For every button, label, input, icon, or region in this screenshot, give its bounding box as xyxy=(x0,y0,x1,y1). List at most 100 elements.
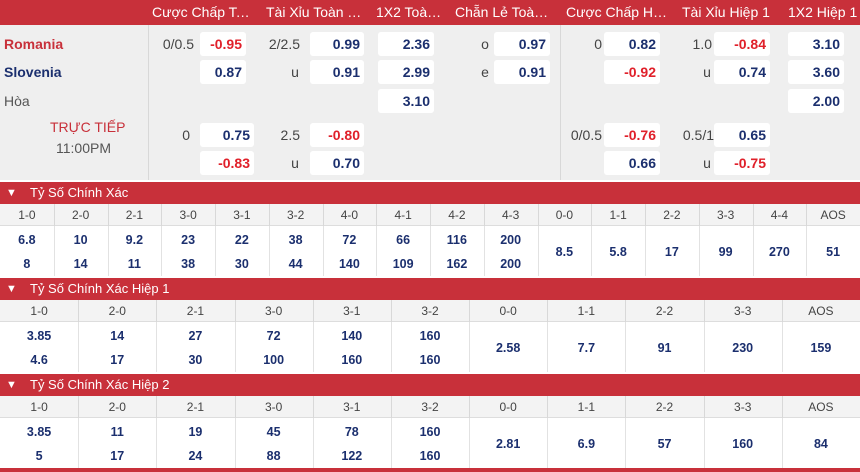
odd-button[interactable]: -0.92 xyxy=(604,60,660,84)
score-odd[interactable]: 2.58 xyxy=(495,341,521,355)
score-odd[interactable]: 160 xyxy=(732,437,754,451)
odd-button[interactable]: 0.75 xyxy=(200,123,254,147)
column-divider xyxy=(312,396,314,418)
score-odd[interactable]: 159 xyxy=(810,341,832,355)
section-header-correct-score-ht[interactable]: ▼ Tỷ Số Chính Xác Hiệp 1 xyxy=(0,278,860,300)
odd-button[interactable]: 2.99 xyxy=(378,60,434,84)
odd-button[interactable]: -0.80 xyxy=(310,123,364,147)
score-odd[interactable]: 44 xyxy=(288,257,303,271)
score-odd[interactable]: 200 xyxy=(500,257,522,271)
score-odd[interactable]: 230 xyxy=(732,341,754,355)
section-header-correct-score[interactable]: ▼ Tỷ Số Chính Xác xyxy=(0,182,860,204)
odd-button[interactable]: -0.75 xyxy=(714,151,770,175)
score-odd[interactable]: 160 xyxy=(419,353,441,367)
score-odd[interactable]: 27 xyxy=(188,329,203,343)
odd-button[interactable]: 0.91 xyxy=(310,60,364,84)
score-odd[interactable]: 88 xyxy=(266,449,281,463)
chevron-down-icon[interactable]: ▼ xyxy=(6,379,17,391)
score-odd[interactable]: 72 xyxy=(266,329,281,343)
odd-button[interactable]: -0.95 xyxy=(200,32,246,56)
score-odd[interactable]: 100 xyxy=(263,353,285,367)
score-odd[interactable]: 5 xyxy=(35,449,43,463)
score-odd[interactable]: 17 xyxy=(664,245,679,259)
odd-button[interactable]: 0.87 xyxy=(200,60,246,84)
score-odd[interactable]: 4.6 xyxy=(30,353,48,367)
score-odd[interactable]: 11 xyxy=(110,425,124,439)
odd-button[interactable]: 0.74 xyxy=(714,60,770,84)
column-divider xyxy=(469,418,471,468)
score-odd[interactable]: 160 xyxy=(419,425,441,439)
score-odd[interactable]: 66 xyxy=(396,233,411,247)
score-column-label: 3-2 xyxy=(286,208,305,222)
section-header-correct-score-2h[interactable]: ▼ Tỷ Số Chính Xác Hiệp 2 xyxy=(0,374,860,396)
odd-button[interactable]: 0.91 xyxy=(494,60,550,84)
score-odd[interactable]: 6.8 xyxy=(18,233,36,247)
score-odd[interactable]: 3.85 xyxy=(26,425,52,439)
odd-button[interactable]: 3.60 xyxy=(788,60,844,84)
odd-button[interactable]: 0.97 xyxy=(494,32,550,56)
score-odd[interactable]: 160 xyxy=(419,329,441,343)
score-odd[interactable]: 122 xyxy=(341,449,363,463)
score-odd[interactable]: 72 xyxy=(342,233,357,247)
score-odd[interactable]: 99 xyxy=(718,245,733,259)
score-odd[interactable]: 24 xyxy=(188,449,203,463)
score-odd[interactable]: 200 xyxy=(500,233,522,247)
odd-button[interactable]: 0.70 xyxy=(310,151,364,175)
score-odd[interactable]: 116 xyxy=(446,233,467,247)
odd-button[interactable]: 3.10 xyxy=(378,89,434,113)
score-odd[interactable]: 162 xyxy=(446,257,468,271)
score-column-label: 3-1 xyxy=(343,304,361,318)
score-odd[interactable]: 2.81 xyxy=(495,437,521,451)
score-odd[interactable]: 11 xyxy=(127,257,141,271)
score-odd[interactable]: 10 xyxy=(73,233,88,247)
score-odd[interactable]: 6.9 xyxy=(577,437,596,451)
odd-button[interactable]: 0.99 xyxy=(310,32,364,56)
odd-button[interactable]: 2.36 xyxy=(378,32,434,56)
score-odd[interactable]: 38 xyxy=(181,257,196,271)
score-odd[interactable]: 9.2 xyxy=(125,233,144,247)
score-odd[interactable]: 91 xyxy=(657,341,672,355)
score-odd[interactable]: 109 xyxy=(392,257,414,271)
score-odd[interactable]: 19 xyxy=(188,425,203,439)
score-odd[interactable]: 30 xyxy=(234,257,249,271)
score-odd[interactable]: 140 xyxy=(341,329,363,343)
score-odd[interactable]: 57 xyxy=(657,437,672,451)
col-header-ou-ht: Tài Xỉu Hiệp 1 xyxy=(682,4,770,20)
odd-button[interactable]: 0.66 xyxy=(604,151,660,175)
odd-button[interactable]: 0.82 xyxy=(604,32,660,56)
score-odd[interactable]: 160 xyxy=(341,353,363,367)
score-odd[interactable]: 51 xyxy=(826,245,841,259)
away-team[interactable]: Slovenia xyxy=(4,64,62,80)
score-odd[interactable]: 3.85 xyxy=(26,329,52,343)
odd-button[interactable]: -0.83 xyxy=(200,151,254,175)
score-odd[interactable]: 45 xyxy=(266,425,281,439)
score-column-label: 4-3 xyxy=(501,208,520,222)
column-divider xyxy=(703,418,705,468)
score-odd[interactable]: 160 xyxy=(419,449,441,463)
odd-button[interactable]: -0.76 xyxy=(604,123,660,147)
score-odd[interactable]: 14 xyxy=(73,257,88,271)
score-odd[interactable]: 7.7 xyxy=(577,341,596,355)
chevron-down-icon[interactable]: ▼ xyxy=(6,187,17,199)
score-odd[interactable]: 22 xyxy=(234,233,249,247)
score-odd[interactable]: 78 xyxy=(344,425,359,439)
chevron-down-icon[interactable]: ▼ xyxy=(6,283,17,295)
score-odd[interactable]: 270 xyxy=(768,245,790,259)
odd-button[interactable]: 2.00 xyxy=(788,89,844,113)
score-odd[interactable]: 30 xyxy=(188,353,203,367)
score-odd[interactable]: 84 xyxy=(813,437,828,451)
score-odd[interactable]: 140 xyxy=(338,257,360,271)
column-divider xyxy=(469,300,471,322)
score-odd[interactable]: 38 xyxy=(288,233,303,247)
score-odd[interactable]: 17 xyxy=(110,353,125,367)
home-team[interactable]: Romania xyxy=(4,36,64,52)
score-odd[interactable]: 5.8 xyxy=(609,245,627,259)
score-odd[interactable]: 14 xyxy=(110,329,125,343)
score-odd[interactable]: 17 xyxy=(110,449,125,463)
odd-button[interactable]: -0.84 xyxy=(714,32,770,56)
score-odd[interactable]: 8.5 xyxy=(555,245,574,259)
odd-button[interactable]: 3.10 xyxy=(788,32,844,56)
score-odd[interactable]: 8 xyxy=(23,257,31,271)
score-odd[interactable]: 23 xyxy=(181,233,196,247)
odd-button[interactable]: 0.65 xyxy=(714,123,770,147)
